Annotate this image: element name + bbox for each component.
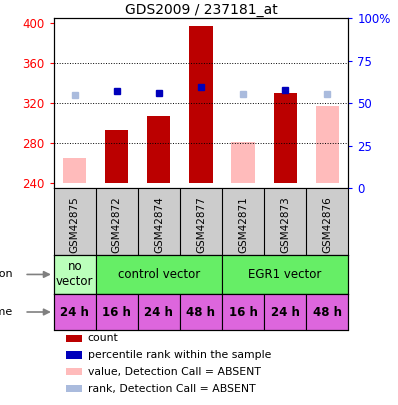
Text: EGR1 vector: EGR1 vector <box>248 268 322 281</box>
Bar <box>66 385 82 392</box>
Text: infection: infection <box>0 269 12 279</box>
Text: 48 h: 48 h <box>313 305 342 318</box>
Text: 24 h: 24 h <box>60 305 89 318</box>
Text: GSM42876: GSM42876 <box>322 196 332 253</box>
Text: GSM42873: GSM42873 <box>280 196 290 253</box>
Bar <box>306 294 348 330</box>
Bar <box>54 255 96 294</box>
Bar <box>96 294 138 330</box>
Bar <box>66 352 82 359</box>
Text: GSM42875: GSM42875 <box>70 196 80 253</box>
Bar <box>138 294 180 330</box>
Bar <box>54 294 96 330</box>
Text: control vector: control vector <box>118 268 200 281</box>
Text: 24 h: 24 h <box>144 305 174 318</box>
Bar <box>66 368 82 375</box>
Bar <box>180 294 222 330</box>
Text: time: time <box>0 307 12 317</box>
Text: 48 h: 48 h <box>187 305 215 318</box>
Bar <box>66 335 82 342</box>
Bar <box>273 93 297 183</box>
Text: 24 h: 24 h <box>271 305 300 318</box>
Bar <box>147 116 170 183</box>
Text: percentile rank within the sample: percentile rank within the sample <box>88 350 271 360</box>
Text: GSM42874: GSM42874 <box>154 196 164 253</box>
Bar <box>264 294 306 330</box>
Bar <box>63 158 86 183</box>
Bar <box>316 106 339 183</box>
Text: count: count <box>88 333 118 343</box>
Bar <box>232 142 255 183</box>
Text: 16 h: 16 h <box>228 305 258 318</box>
Bar <box>222 294 264 330</box>
Title: GDS2009 / 237181_at: GDS2009 / 237181_at <box>125 3 277 17</box>
Text: GSM42872: GSM42872 <box>112 196 122 253</box>
Bar <box>222 255 348 294</box>
Bar <box>96 255 222 294</box>
Text: GSM42871: GSM42871 <box>238 196 248 253</box>
Text: 16 h: 16 h <box>102 305 131 318</box>
Bar <box>105 130 129 183</box>
Text: no
vector: no vector <box>56 260 94 288</box>
Text: GSM42877: GSM42877 <box>196 196 206 253</box>
Text: rank, Detection Call = ABSENT: rank, Detection Call = ABSENT <box>88 384 255 394</box>
Text: value, Detection Call = ABSENT: value, Detection Call = ABSENT <box>88 367 260 377</box>
Bar <box>189 26 213 183</box>
